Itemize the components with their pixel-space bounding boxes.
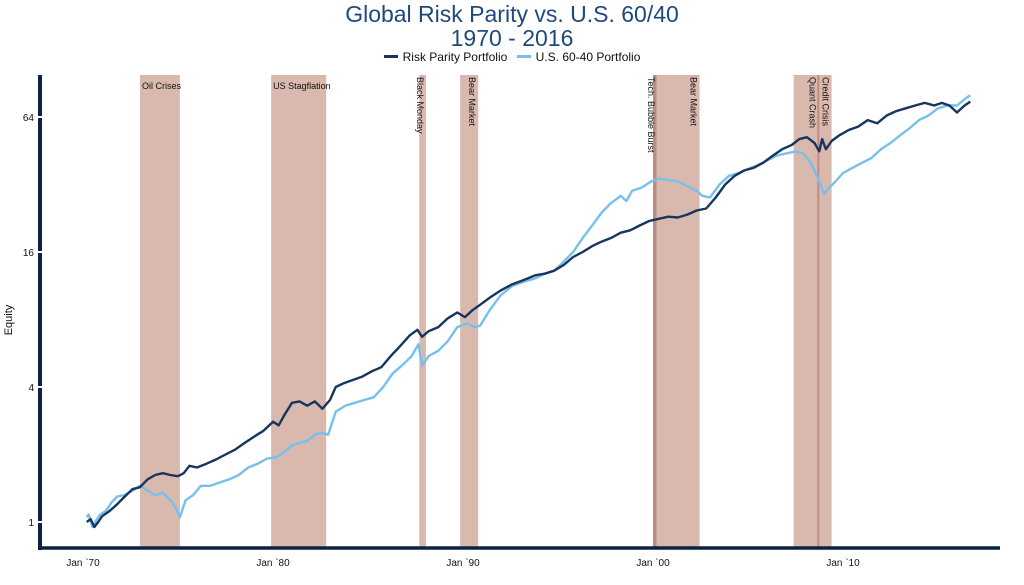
band-label: Black Monday [415, 77, 425, 134]
x-tick-label: Jan `00 [636, 557, 670, 569]
shaded-band [460, 75, 479, 548]
band-label: Bear Market [467, 77, 477, 127]
chart-title: Global Risk Parity vs. U.S. 60/40 1970 -… [0, 2, 1024, 50]
legend: Risk Parity Portfolio U.S. 60-40 Portfol… [0, 47, 1024, 64]
legend-swatch-sixty-forty [516, 55, 531, 58]
legend-label-risk-parity: Risk Parity Portfolio [402, 49, 508, 64]
shaded-band [793, 75, 819, 548]
legend-item-sixty-forty: U.S. 60-40 Portfolio [516, 49, 641, 64]
legend-swatch-risk-parity [383, 55, 398, 58]
chart-title-main: Global Risk Parity vs. U.S. 60/40 [345, 1, 679, 27]
y-tick-label: 64 [23, 113, 35, 124]
x-tick-label: Jan `10 [826, 557, 860, 569]
legend-item-risk-parity: Risk Parity Portfolio [383, 49, 508, 64]
shaded-band [653, 75, 657, 548]
chart-subtitle: 1970 - 2016 [450, 25, 574, 51]
band-label: Bear Market [689, 77, 699, 127]
shaded-band [271, 75, 327, 548]
axes [38, 75, 1000, 550]
shaded-periods: Oil Crises US Stagflation Black Monday Bear… [140, 75, 832, 548]
series-line-sixty-forty [85, 94, 971, 529]
x-tick-label: Jan `70 [66, 557, 100, 569]
y-axis-label: Equity [3, 304, 15, 335]
band-label: Oil Crises [142, 81, 182, 91]
tick-labels: 1 4 16 64 Jan `70 Jan `80 Jan `90 Jan `00 Jan `1… [23, 113, 860, 569]
y-tick-label: 16 [23, 248, 35, 259]
shaded-band [419, 75, 426, 548]
shaded-band [817, 75, 820, 548]
series-line-risk-parity [86, 100, 971, 529]
legend-label-sixty-forty: U.S. 60-40 Portfolio [535, 49, 641, 64]
band-label: Quant Crash [807, 77, 817, 128]
x-tick-label: Jan `80 [256, 557, 290, 569]
shaded-band [818, 75, 832, 548]
shaded-band [140, 75, 180, 548]
shaded-band [656, 75, 700, 548]
band-label: Credit Crisis [821, 77, 831, 127]
band-label: US Stagflation [273, 81, 331, 91]
x-tick-label: Jan `90 [446, 557, 480, 569]
y-tick-label: 1 [28, 518, 34, 529]
band-label: Tech. Bubble Burst [646, 77, 656, 153]
series-lines [85, 94, 971, 529]
y-tick-label: 4 [28, 383, 34, 394]
